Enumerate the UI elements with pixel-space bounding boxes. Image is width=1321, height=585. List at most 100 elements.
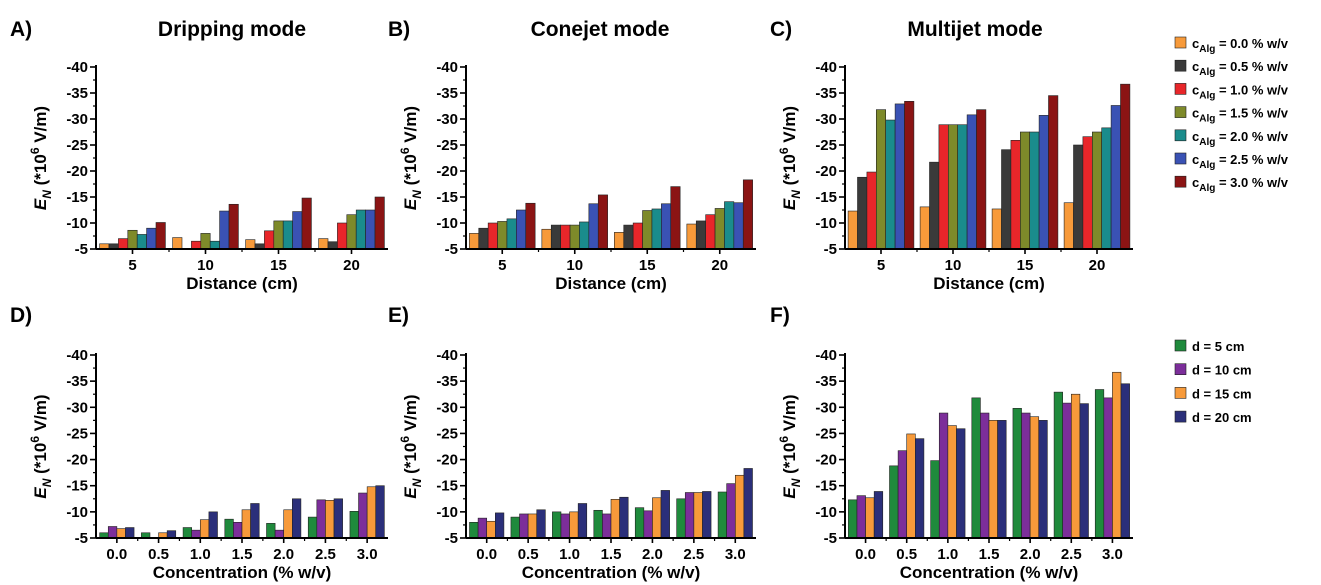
y-axis-label-symbol: E [401,487,420,499]
bar [366,486,377,539]
bar [118,238,129,250]
y-axis-label-superscript: 6 [777,436,791,443]
legend-label-subscript: Alg [1199,137,1215,148]
y-tick-label: -5 [824,530,837,547]
bar [241,509,251,539]
y-axis-label-subscript: N [789,478,803,487]
bar [670,186,681,250]
bar [541,228,552,250]
x-axis-label: Concentration (% w/v) [522,563,701,582]
y-tick-label: -15 [815,189,837,206]
y-tick-label: -10 [436,215,458,232]
legend-swatch [1174,339,1187,352]
bar [1063,202,1074,250]
bar [292,498,302,539]
bar [848,499,858,539]
bar [734,474,745,539]
y-tick-label: -10 [66,215,88,232]
y-tick-label: -35 [66,373,88,390]
bar [885,119,896,250]
y-axis-label: EN (*106 V/m) [398,394,424,498]
bar [527,513,538,539]
bar [726,483,736,539]
legend-swatch [1174,175,1187,188]
bar [988,420,998,539]
bar [865,497,875,539]
x-tick-label: 1.0 [190,546,211,563]
bar [191,529,201,539]
y-axis-label-unit: (*10 [31,154,50,190]
bar [915,438,925,539]
bar [643,510,653,539]
y-tick-label: -40 [66,59,88,76]
y-tick-label: -40 [436,347,458,364]
y-axis-label-unit-end: V/m) [31,394,50,436]
legend-label-prefix: c [1192,106,1199,121]
bars-group [99,196,385,250]
legend-label: cAlg = 2.5 % w/v [1192,152,1289,171]
bar [957,124,968,250]
bar [904,101,915,250]
bar [889,465,899,539]
bar [200,233,211,250]
bar [1038,420,1048,539]
y-tick-label: -15 [66,478,88,495]
y-tick-label: -35 [815,373,837,390]
bar [660,490,670,539]
bar [516,209,527,250]
bar [1110,105,1121,250]
legend-label: cAlg = 2.0 % w/v [1192,129,1289,148]
y-axis-label-superscript: 6 [28,436,42,443]
y-tick-label: -30 [815,399,837,416]
y-tick-label: -5 [75,241,88,258]
bar [1010,140,1021,250]
bar [182,527,192,539]
x-tick-label: 0.5 [148,546,169,563]
y-tick-label: -15 [436,189,458,206]
y-tick-label: -5 [75,530,88,547]
bar [693,492,703,539]
y-axis-label-unit-end: V/m) [780,394,799,436]
panel-letter: B) [388,18,410,41]
y-axis-label-subscript: N [40,478,54,487]
bar [208,511,218,539]
bar [274,529,285,539]
y-axis-label-subscript: N [410,190,424,199]
bar [1082,136,1093,250]
bars-group [469,179,753,250]
legend-label-subscript: Alg [1199,67,1215,78]
y-axis-label-unit-end: V/m) [401,394,420,436]
x-tick-label: 20 [711,257,728,274]
bar [166,530,177,539]
y-axis-label: EN (*106 V/m) [398,106,424,210]
bar [146,227,157,250]
bar [966,114,977,250]
bar [593,509,603,539]
chart-panel-c: C) Multijet mode -5 -10 -15 -20 -25 -30 -35 -40 5 1… [770,18,1133,293]
bar [930,460,940,539]
bar [1053,391,1063,539]
bar [597,194,608,250]
y-axis-label-unit-end: V/m) [780,106,799,148]
y-tick-label: -40 [66,347,88,364]
bar [1062,402,1072,539]
legend-label-prefix: c [1192,129,1199,144]
bar [233,522,243,539]
legend-distance: d = 5 cm d = 10 cm d = 15 cm d = 20 cm [1174,339,1252,425]
bar [250,503,260,539]
bar [301,197,312,250]
bar [724,201,735,250]
y-axis-label-unit-end: V/m) [31,106,50,148]
panel-letter: C) [770,18,792,41]
bar [199,519,210,539]
y-tick-label: -15 [66,189,88,206]
bar [602,513,612,539]
legend-label: cAlg = 0.5 % w/v [1192,59,1289,78]
bar [947,425,957,539]
bar [519,513,529,539]
bar [847,210,858,250]
bar [897,450,908,539]
chart-panel-f: F) -5 -10 -15 -20 -25 -30 -35 -40 0.0 0.5 1.0 1.5 2.0… [770,304,1133,582]
